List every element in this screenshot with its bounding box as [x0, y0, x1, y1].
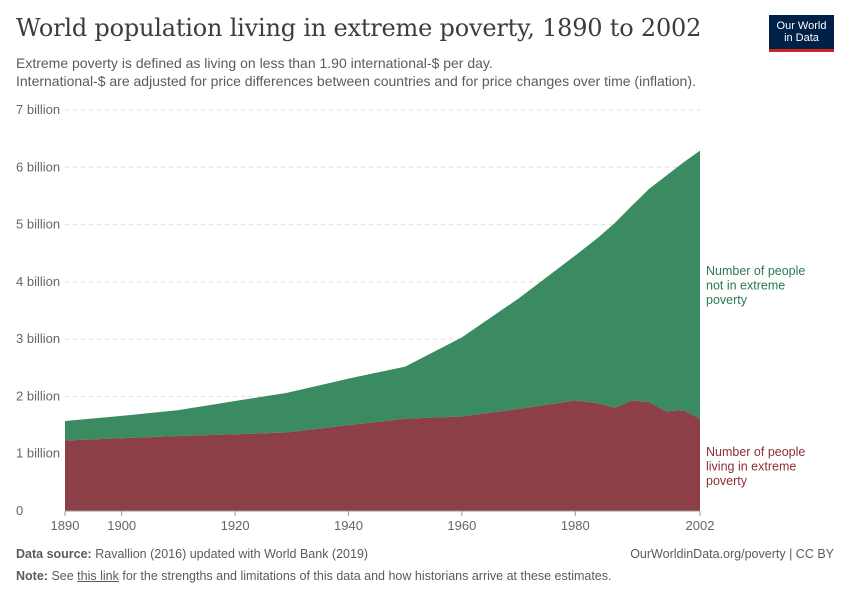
y-tick-label: 6 billion — [16, 159, 60, 174]
y-tick-label: 4 billion — [16, 274, 60, 289]
logo-line-2: in Data — [784, 32, 819, 44]
subtitle-line-1: Extreme poverty is defined as living on … — [16, 55, 493, 71]
y-tick-label: 0 — [16, 503, 23, 518]
series-label-in-extreme-poverty-line: living in extreme — [706, 460, 796, 474]
series-label-in-extreme-poverty-line: Number of people — [706, 445, 805, 459]
source-url[interactable]: OurWorldinData.org/poverty | CC BY — [630, 547, 834, 561]
chart-note: Note: See this link for the strengths an… — [16, 569, 612, 583]
data-source: Data source: Ravallion (2016) updated wi… — [16, 547, 368, 561]
y-tick-label: 2 billion — [16, 388, 60, 403]
data-source-text: Ravallion (2016) updated with World Bank… — [95, 547, 369, 561]
area-not-in-extreme-poverty[interactable] — [65, 150, 700, 441]
y-tick-label: 5 billion — [16, 217, 60, 232]
series-label-not-in-extreme-poverty-line: poverty — [706, 293, 748, 307]
note-pre: See — [51, 569, 74, 583]
series-label-not-in-extreme-poverty-line: Number of people — [706, 264, 805, 278]
note-label: Note: — [16, 569, 48, 583]
note-link[interactable]: this link — [77, 569, 119, 583]
x-tick-label: 2002 — [686, 518, 715, 533]
x-tick-label: 1890 — [51, 518, 80, 533]
chart-title: World population living in extreme pover… — [16, 14, 702, 42]
note-post: for the strengths and limitations of thi… — [122, 569, 612, 583]
subtitle-line-2: International-$ are adjusted for price d… — [16, 73, 696, 89]
data-source-label: Data source: — [16, 547, 92, 561]
logo-line-1: Our World — [776, 20, 827, 32]
series-label-not-in-extreme-poverty-line: not in extreme — [706, 279, 785, 293]
chart-subtitle: Extreme poverty is defined as living on … — [16, 54, 696, 90]
y-tick-label: 1 billion — [16, 446, 60, 461]
area-in-extreme-poverty[interactable] — [65, 400, 700, 511]
x-tick-label: 1900 — [107, 518, 136, 533]
x-tick-label: 1920 — [221, 518, 250, 533]
series-label-in-extreme-poverty-line: poverty — [706, 474, 748, 488]
x-tick-label: 1940 — [334, 518, 363, 533]
y-tick-label: 7 billion — [16, 102, 60, 117]
y-tick-label: 3 billion — [16, 331, 60, 346]
series-label-in-extreme-poverty: Number of people living in extreme poverty — [706, 445, 805, 488]
x-tick-label: 1980 — [561, 518, 590, 533]
x-tick-label: 1960 — [447, 518, 476, 533]
series-label-not-in-extreme-poverty: Number of people not in extreme poverty — [706, 264, 805, 307]
chart-svg: 0 1 billion 2 billion 3 billion 4 billion 5 b… — [16, 102, 805, 533]
owid-logo[interactable]: Our World in Data — [769, 15, 834, 52]
